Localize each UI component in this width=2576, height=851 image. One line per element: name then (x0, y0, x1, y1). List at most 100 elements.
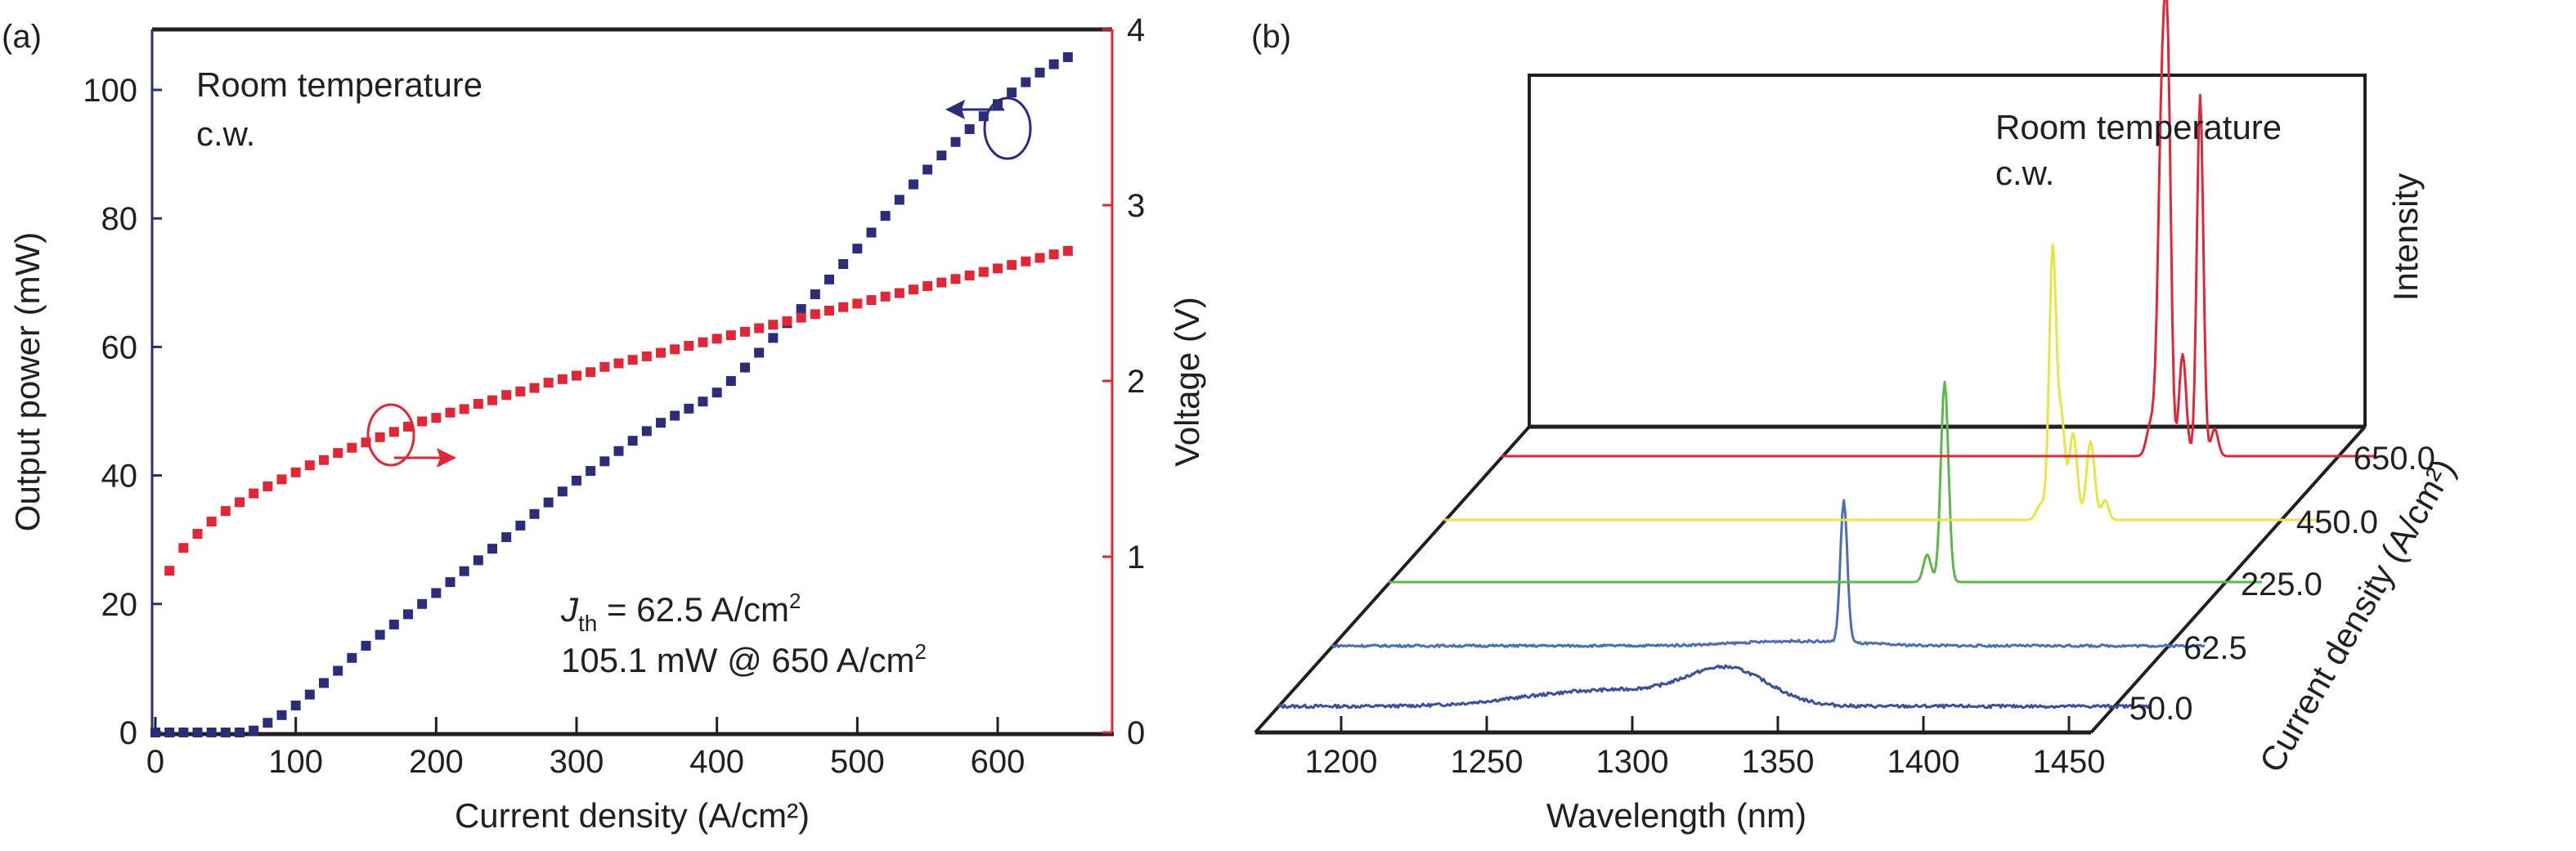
y-tick-label-left: 80 (101, 201, 138, 237)
data-point (641, 426, 652, 437)
data-point (922, 280, 933, 291)
data-point (1021, 256, 1031, 266)
data-point (220, 506, 231, 517)
data-point (768, 333, 779, 343)
data-point (698, 337, 708, 347)
data-point (276, 474, 287, 485)
data-point (950, 274, 961, 284)
series-voltage (164, 245, 1073, 576)
data-point (754, 323, 765, 334)
data-point (459, 566, 469, 576)
data-point (276, 710, 287, 720)
data-point (670, 344, 680, 355)
wavelength-tick-label: 1200 (1305, 744, 1378, 780)
data-point (361, 640, 371, 651)
data-point (1007, 87, 1017, 98)
x-tick-label: 300 (550, 744, 604, 780)
data-point (501, 390, 512, 401)
x-tick-label: 200 (409, 744, 464, 780)
data-point (347, 652, 357, 663)
data-point (431, 413, 442, 423)
data-point (684, 403, 694, 414)
data-point (613, 446, 624, 456)
spectrum-trace-62.5: 62.5 (1331, 499, 2247, 666)
y-tick-label-right: 1 (1127, 540, 1145, 576)
data-point (164, 728, 175, 737)
x-axis-label: Current density (A/cm²) (455, 796, 810, 835)
annotation-max-power: 105.1 mW @ 650 A/cm2 (561, 639, 927, 679)
current-density-tick-label: 62.5 (2183, 630, 2247, 666)
data-point (880, 291, 891, 302)
data-point (838, 302, 849, 312)
current-density-tick-label: 650.0 (2354, 441, 2435, 477)
jth-value: = 62.5 A/cm (597, 590, 789, 629)
data-point (993, 99, 1003, 110)
data-point (249, 725, 259, 736)
back-wall-frame (1528, 74, 2367, 427)
voltage-indicator-circle (366, 403, 415, 467)
data-point (319, 455, 329, 465)
data-point (599, 361, 610, 372)
data-point (375, 629, 385, 640)
data-point (950, 137, 961, 147)
data-point (782, 316, 792, 326)
data-point (375, 432, 385, 442)
data-point (319, 678, 329, 688)
data-point (656, 347, 666, 358)
data-point (599, 456, 610, 467)
data-point (192, 529, 203, 540)
data-point (572, 370, 581, 381)
current-density-axis-label: Current density (A/cm²) (2252, 452, 2463, 778)
spectrum-trace-650.0: 650.0 (1501, 0, 2435, 477)
data-point (670, 410, 680, 421)
spectrum-trace-450.0: 450.0 (1444, 243, 2378, 540)
data-point (1034, 67, 1045, 78)
data-point (333, 665, 343, 676)
data-point (290, 700, 301, 710)
series-output-power (150, 52, 1073, 737)
data-point (206, 517, 217, 526)
data-point (388, 427, 399, 437)
data-point (740, 362, 750, 373)
data-point (487, 544, 497, 554)
left-floor-edge (1254, 425, 1531, 734)
data-point (964, 271, 975, 280)
data-point (894, 195, 904, 205)
data-point (543, 497, 554, 508)
y-tick-label-right: 2 (1127, 364, 1145, 400)
data-point (557, 374, 568, 384)
data-point (192, 728, 203, 737)
data-point (543, 378, 554, 388)
data-point (178, 728, 189, 737)
data-point (249, 488, 259, 499)
data-point (711, 387, 722, 398)
data-point (220, 728, 231, 737)
data-point (852, 244, 863, 254)
data-point (304, 689, 315, 700)
y-tick-label-right: 4 (1127, 12, 1145, 48)
y-tick-label-right: 0 (1127, 715, 1145, 751)
data-point (459, 404, 469, 414)
spectrum-line (1444, 243, 2318, 522)
x-tick-label: 500 (830, 744, 885, 780)
data-point (936, 277, 947, 288)
spectrum-line (1331, 499, 2206, 648)
data-point (796, 312, 806, 323)
jth-symbol: J (560, 590, 579, 629)
current-density-tick-label: 225.0 (2241, 567, 2322, 602)
x-tick-label: 400 (689, 744, 744, 780)
data-point (725, 330, 736, 341)
data-point (993, 263, 1003, 274)
x-tick-label: 600 (971, 744, 1025, 780)
annotation-cw-b: c.w. (1995, 154, 2054, 192)
intensity-axis-label: Intensity (2386, 173, 2425, 301)
annotation-cw: c.w. (196, 114, 255, 153)
y-tick-label-left: 60 (101, 329, 138, 365)
data-point (263, 481, 273, 491)
depth-axis-line (2089, 425, 2367, 734)
data-point (431, 588, 442, 598)
data-point (656, 418, 666, 428)
spectrum-line (1389, 380, 2262, 584)
data-point (1034, 253, 1045, 263)
max-power-value: 105.1 mW @ 650 A/cm (561, 641, 914, 679)
